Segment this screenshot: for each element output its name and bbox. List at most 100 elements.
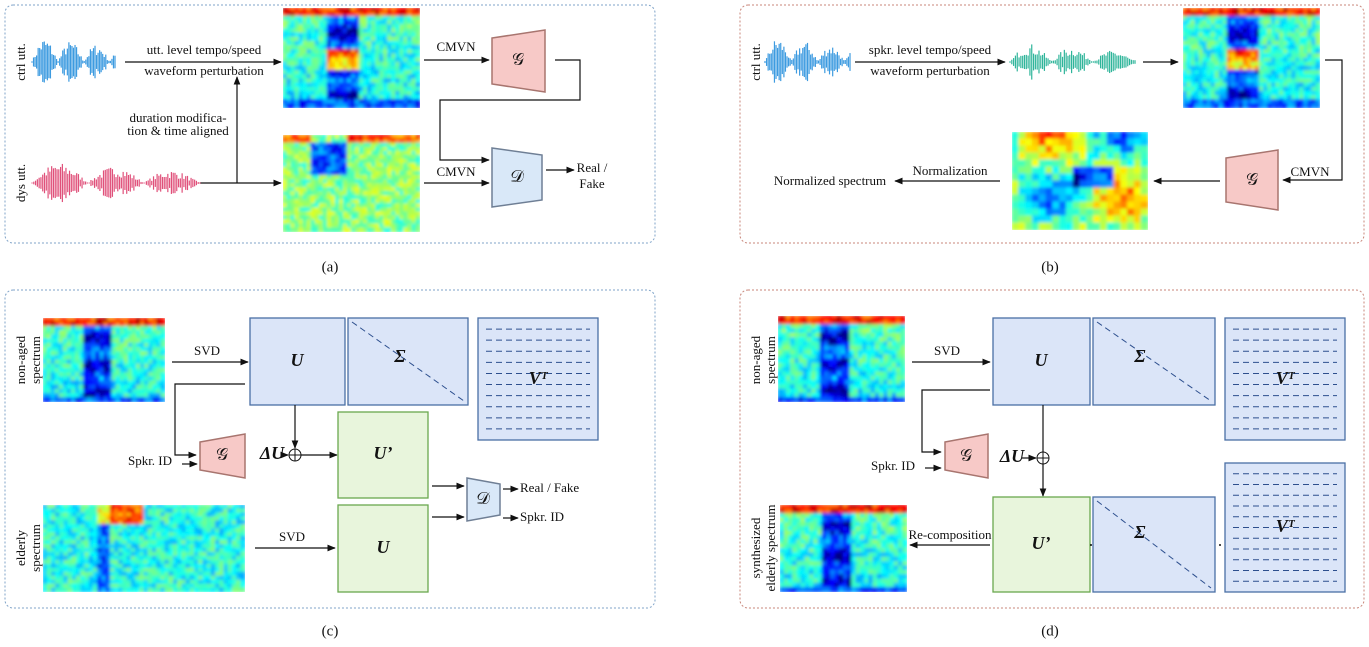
spectrogram-cell <box>93 548 99 553</box>
spectrogram-cell <box>127 342 133 348</box>
spectrogram-cell <box>379 8 385 13</box>
spectrogram-cell <box>84 567 90 573</box>
waveform <box>31 163 201 203</box>
spectrogram-cell <box>403 53 409 59</box>
spectrogram-cell <box>383 207 389 213</box>
spectrogram-cell <box>383 99 389 105</box>
spectrogram-cell <box>306 215 312 221</box>
spectrogram-cell <box>1059 208 1067 217</box>
spectrogram-cell <box>334 191 340 197</box>
spectrogram-cell <box>50 548 57 553</box>
spectrogram-cell <box>330 166 336 172</box>
spectrogram-cell <box>54 318 60 323</box>
spectrogram-cell <box>1255 78 1261 84</box>
spectrogram-cell <box>227 575 233 581</box>
spectrogram-cell <box>87 330 93 336</box>
spectrogram-cell <box>322 36 328 42</box>
spectrogram-cell <box>1238 57 1244 63</box>
spectrogram-cell <box>802 332 809 338</box>
spectrogram-cell <box>84 548 90 553</box>
spectrogram-cell <box>156 318 162 323</box>
spectrogram-cell <box>306 99 312 105</box>
spectrogram-cell <box>1140 166 1148 175</box>
spectrogram-cell <box>379 174 385 180</box>
spectrogram-cell <box>227 536 233 542</box>
spectrogram-cell <box>785 375 792 381</box>
spectrogram-cell <box>411 11 417 17</box>
spectrogram-cell <box>1230 49 1236 55</box>
spectrogram-cell <box>93 540 99 546</box>
spectrogram-cell <box>1234 86 1240 92</box>
spectrogram-cell <box>1025 201 1033 210</box>
spectrogram-cell <box>379 11 385 17</box>
spectrogram-cell <box>407 223 413 229</box>
spectrogram-cell <box>79 351 85 357</box>
spectrogram-cell <box>50 334 56 340</box>
spectrogram-cell <box>1120 208 1129 217</box>
spectrogram-cell <box>387 207 393 213</box>
spectrogram-body <box>283 135 420 232</box>
spectrogram-cell <box>1230 82 1236 88</box>
spectrogram-cell <box>160 384 165 390</box>
spectrogram-cell <box>87 363 93 369</box>
spectrogram-cell <box>87 384 93 390</box>
spectrogram-cell <box>1120 215 1129 224</box>
spectrogram-cell <box>411 211 417 217</box>
spectrogram-cell <box>781 358 787 364</box>
spectrogram-cell <box>223 587 229 592</box>
spectrogram-cell <box>76 532 82 538</box>
spectrogram-cell <box>43 355 48 361</box>
spectrogram-cell <box>363 95 369 101</box>
spectrogram-cell <box>294 57 300 63</box>
spectrogram-cell <box>62 367 68 374</box>
spectrogram-cell <box>143 528 149 534</box>
spectrogram-cell <box>318 20 324 26</box>
spectrogram-cell <box>46 318 52 323</box>
spectrogram-cell <box>407 174 413 180</box>
spectrogram-cell <box>290 183 296 189</box>
spectrogram-cell <box>1234 57 1240 63</box>
spectrogram-cell <box>1025 208 1033 217</box>
spectrogram-cell <box>126 583 132 589</box>
spectrogram-cell <box>66 355 72 361</box>
spectrogram-cell <box>114 540 120 546</box>
spectrogram-cell <box>346 203 352 209</box>
spectrogram-cell <box>322 61 328 67</box>
spectrogram-cell <box>151 536 158 542</box>
spectrogram-cell <box>314 223 320 229</box>
spectrogram-cell <box>1271 45 1277 51</box>
spectrogram-cell <box>283 103 288 108</box>
spectrogram-cell <box>1291 53 1297 59</box>
spectrogram-cell <box>399 70 405 76</box>
spectrogram-cell <box>91 321 97 327</box>
spectrogram-cell <box>67 559 73 565</box>
spectrogram-cell <box>109 508 116 514</box>
spectrogram-cell <box>83 330 89 336</box>
spectrogram-cell <box>283 53 288 59</box>
spectrogram-cell <box>80 508 86 514</box>
spectrogram-cell <box>115 318 121 323</box>
spectrogram-cell <box>185 516 191 522</box>
spectrogram-cell <box>286 154 292 160</box>
spectrogram-cell <box>1242 15 1248 21</box>
spectrogram-cell <box>1251 57 1257 63</box>
spectrogram-cell <box>172 512 179 518</box>
spectrogram-cell <box>46 571 52 577</box>
spectrogram-cell <box>1120 166 1129 175</box>
spectrogram-cell <box>1315 45 1320 51</box>
spectrogram-cell <box>407 32 413 38</box>
spectrogram-cell <box>367 20 373 26</box>
spectrogram-cell <box>351 49 357 55</box>
spectrogram-cell <box>122 548 128 553</box>
spectrogram-cell <box>778 319 783 326</box>
spectrogram-cell <box>1315 99 1320 105</box>
spectrogram-cell <box>1226 45 1232 51</box>
spectrogram-cell <box>219 516 225 522</box>
spectrogram-cell <box>334 187 340 193</box>
spectrogram-cell <box>43 505 48 510</box>
spectrogram-cell <box>50 505 57 510</box>
spectrogram-cell <box>1222 8 1228 13</box>
spectrogram-cell <box>143 587 149 592</box>
spectrogram-cell <box>210 559 217 565</box>
spectrogram-cell <box>290 187 296 193</box>
